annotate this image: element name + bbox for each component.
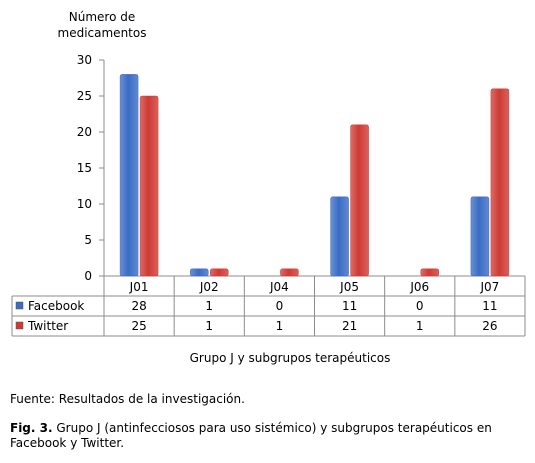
bar-twitter-j01 [139,95,159,277]
data-label-twitter: 1 [276,319,284,333]
bar-facebook-j02 [190,268,209,277]
data-label-facebook: 0 [276,299,284,313]
y-tick-label: 5 [84,233,92,247]
bar-facebook-j05 [330,196,349,277]
data-label-facebook: 0 [416,299,424,313]
bar-twitter-j07 [490,88,510,277]
x-tick-label: J01 [129,280,149,294]
data-label-twitter: 26 [482,319,497,333]
data-label-twitter: 1 [205,319,213,333]
bar-twitter-j05 [350,124,369,277]
legend-label-twitter: Twitter [27,319,68,333]
bar-facebook-j01 [119,74,139,277]
figure-caption-text: Grupo J (antinfecciosos para uso sistémi… [10,421,492,450]
bar-twitter-j06 [420,268,439,277]
x-tick-label: J02 [199,280,219,294]
x-tick-label: J06 [409,280,429,294]
data-label-facebook: 11 [482,299,497,313]
y-axis-title-line2: medicamentos [58,26,147,40]
figure-label: Fig. 3. [10,421,53,435]
data-label-twitter: 21 [342,319,357,333]
data-label-twitter: 25 [131,319,146,333]
data-label-facebook: 11 [342,299,357,313]
x-tick-label: J05 [339,280,359,294]
figure-caption: Fig. 3. Grupo J (antinfecciosos para uso… [10,421,525,451]
y-tick-label: 20 [77,125,92,139]
bar-twitter-j04 [280,268,299,277]
source-note: Fuente: Resultados de la investigación. [10,392,245,406]
y-tick-label: 0 [84,269,92,283]
legend-swatch-facebook [15,301,24,310]
y-tick-label: 15 [77,161,92,175]
legend-label-facebook: Facebook [28,299,84,313]
y-tick-label: 25 [77,89,92,103]
x-tick-label: J04 [269,280,289,294]
x-tick-label: J07 [480,280,500,294]
data-label-facebook: 28 [131,299,146,313]
legend-swatch-twitter [15,321,24,330]
bar-facebook-j07 [470,196,490,277]
data-label-facebook: 1 [205,299,213,313]
bar-twitter-j02 [210,268,229,277]
x-axis-title: Grupo J y subgrupos terapéuticos [190,351,391,365]
data-label-twitter: 1 [416,319,424,333]
y-tick-label: 30 [77,53,92,67]
y-tick-label: 10 [77,197,92,211]
y-axis-title-line1: Número de [69,10,135,24]
